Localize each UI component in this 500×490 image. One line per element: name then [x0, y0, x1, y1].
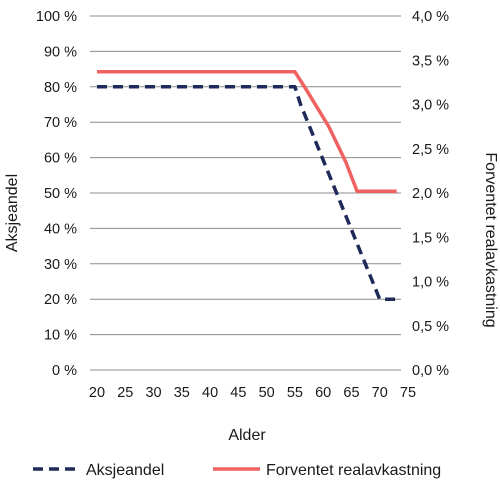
left-axis-tick-label: 70 % [44, 115, 77, 131]
legend-label-forventet-realavkastning: Forventet realavkastning [266, 462, 441, 479]
x-axis-tick-label: 20 [89, 385, 105, 401]
left-axis-tick-label: 10 % [44, 328, 77, 344]
left-axis-tick-label: 60 % [44, 151, 77, 167]
x-axis-ticks: 20 25 30 35 40 45 50 55 60 65 70 75 [89, 385, 416, 401]
left-axis-tick-label: 0 % [52, 363, 77, 379]
series-line-aksjeandel [97, 85, 397, 301]
right-axis-tick-label: 1,5 % [412, 230, 449, 246]
left-axis-tick-label: 90 % [44, 44, 77, 60]
right-axis-tick-label: 2,5 % [412, 142, 449, 158]
x-axis-tick-label: 55 [287, 385, 303, 401]
x-axis-tick-label: 60 [315, 385, 331, 401]
series-line-forventet-realavkastning [97, 70, 397, 193]
x-axis-tick-label: 35 [174, 385, 190, 401]
left-axis-tick-label: 30 % [44, 257, 77, 273]
right-axis-tick-label: 2,0 % [412, 186, 449, 202]
series-lines [97, 70, 397, 301]
x-axis-title: Alder [228, 427, 266, 444]
right-axis-tick-label: 0,5 % [412, 319, 449, 335]
x-axis-tick-label: 45 [230, 385, 246, 401]
gridlines [90, 15, 401, 371]
left-axis-tick-label: 50 % [44, 186, 77, 202]
legend-label-aksjeandel: Aksjeandel [86, 462, 164, 479]
legend: Aksjeandel Forventet realavkastning [33, 462, 441, 479]
right-axis-ticks: 0,0 % 0,5 % 1,0 % 1,5 % 2,0 % 2,5 % 3,0 % 3,5 %… [412, 9, 449, 379]
left-axis-tick-label: 80 % [44, 80, 77, 96]
left-axis-title: Aksjeandel [4, 174, 21, 252]
right-axis-tick-label: 3,0 % [412, 98, 449, 114]
left-axis-tick-label: 100 % [36, 9, 77, 25]
x-axis-tick-label: 65 [343, 385, 359, 401]
left-axis-tick-label: 20 % [44, 292, 77, 308]
right-axis-tick-label: 3,5 % [412, 53, 449, 69]
right-axis-tick-label: 1,0 % [412, 275, 449, 291]
x-axis-tick-label: 25 [117, 385, 133, 401]
left-axis-ticks: 0 % 10 % 20 % 30 % 40 % 50 % 60 % 70 % 80 % 90 % 1… [36, 9, 77, 379]
x-axis-tick-label: 30 [145, 385, 161, 401]
x-axis-tick-label: 50 [259, 385, 275, 401]
right-axis-title: Forventet realavkastning [482, 152, 499, 327]
x-axis-tick-label: 70 [372, 385, 388, 401]
x-axis-tick-label: 75 [400, 385, 416, 401]
right-axis-tick-label: 0,0 % [412, 363, 449, 379]
left-axis-tick-label: 40 % [44, 221, 77, 237]
right-axis-tick-label: 4,0 % [412, 9, 449, 25]
x-axis-tick-label: 40 [202, 385, 218, 401]
